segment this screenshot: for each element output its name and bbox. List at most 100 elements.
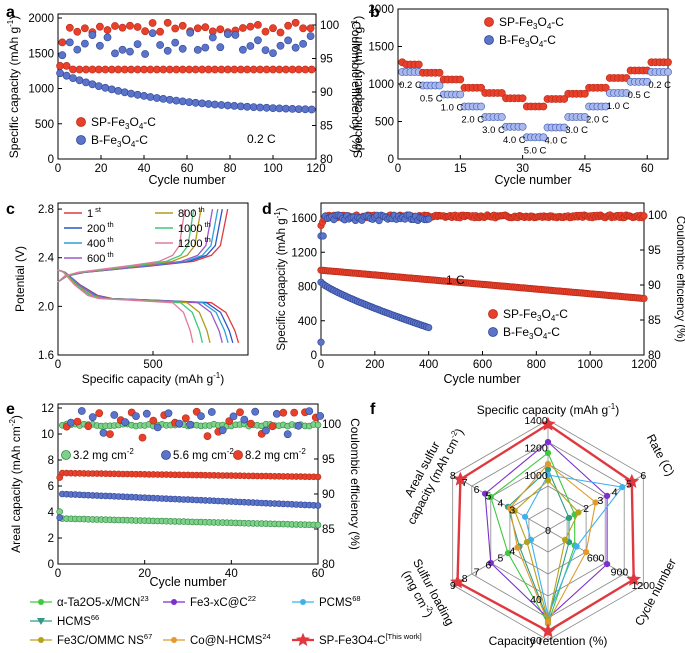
panel-d-points [317, 211, 648, 346]
sp-ce-point [126, 21, 134, 30]
rate-label: 4.0 C [544, 136, 567, 147]
ce-point [290, 408, 299, 417]
sp-capacity-point [165, 65, 174, 74]
y2-tick-label: 95 [322, 454, 335, 466]
x-tick-label: 30 [516, 163, 529, 175]
b-rate-point [435, 81, 444, 90]
panel-b-y-label: Specific capacity (mAh g-1) [350, 16, 365, 159]
sp-rate-point [477, 83, 485, 92]
b-capacity-point [178, 97, 187, 106]
panel-f-series [450, 416, 642, 638]
y-tick-label: 2000 [28, 13, 54, 25]
y-tick-label: 12 [41, 403, 54, 415]
legend-sp-label: SP-Fe3O4-C [91, 115, 156, 131]
rate-label: 1.0 C [441, 103, 464, 114]
panel-b-points [398, 58, 672, 142]
sp-capacity-point [243, 65, 252, 74]
panel-d-y-ticks: 0 400 800 1200 1600 [291, 213, 325, 362]
x-tick-label: 45 [579, 163, 592, 175]
radar-point [523, 538, 531, 546]
panel-c-y-label: Potential (V) [13, 246, 27, 312]
ce-point [88, 413, 97, 422]
panel-f-axis-specific-capacity: Specific capacity (mAh g-1) [477, 402, 620, 417]
rate-label: 2.0 C [461, 115, 484, 126]
ce-point [268, 422, 277, 431]
y2-tick-label: 80 [322, 559, 335, 571]
radar-point [482, 490, 489, 497]
b-capacity-point [281, 104, 290, 113]
ce-point [153, 423, 162, 432]
x-tick-label: 1000 [577, 359, 603, 371]
rate-label: 3.0 C [565, 125, 588, 136]
ce-point [106, 430, 114, 438]
y-tick-label: 8 [48, 455, 54, 467]
b-rate-point [601, 102, 610, 111]
b-first-point [317, 338, 325, 346]
b-capacity-point [94, 82, 103, 90]
y-tick-label: 2 [48, 533, 54, 545]
panel-e-y-label: Areal capacity (mAh cm-2) [8, 415, 23, 553]
ce-point [316, 412, 325, 420]
panel-d-letter: d [262, 201, 272, 218]
x-tick-label: 40 [138, 163, 151, 175]
sp-capacity-point [256, 65, 264, 74]
rate-label: 2.0 C [586, 115, 609, 126]
b-capacity-point [152, 94, 161, 102]
sp-rate-point [497, 89, 506, 97]
x-tick-label: 1200 [631, 359, 657, 371]
legend-cycle-suffix: th [204, 220, 210, 229]
b-ce-point [261, 46, 270, 54]
ce-point [95, 409, 104, 418]
ce-point [110, 411, 119, 419]
panel-f-letter: f [370, 401, 376, 418]
b-capacity-point [275, 104, 284, 113]
b-ce-point [306, 32, 315, 40]
y-tick-label: 1500 [28, 48, 54, 60]
b-ce-point [58, 51, 67, 60]
sp-ce-point [163, 18, 172, 27]
panel-a-y2-label: Coulombic efficiency (%) [349, 21, 363, 153]
b-capacity-point [140, 92, 148, 100]
radar-point [561, 536, 569, 544]
b-ce-point [425, 215, 433, 223]
legend-marker [171, 637, 177, 643]
sp-capacity-point [101, 65, 110, 74]
b-ce-point [148, 29, 157, 37]
b-capacity-point [256, 103, 264, 112]
ce-point [186, 420, 195, 429]
areal-capacity-point [314, 502, 322, 509]
b-capacity-point [127, 89, 136, 98]
sp-ce-point [201, 23, 210, 32]
b-ce-point [253, 36, 262, 45]
sp-ce-point [58, 38, 67, 47]
panel-c-y-ticks: 1.6 2.0 2.4 2.8 [38, 204, 62, 362]
ce-point [67, 418, 75, 427]
y2-tick-label: 90 [322, 489, 335, 501]
sp-ce-point [171, 24, 180, 33]
b-ce-point [201, 43, 210, 52]
ce-point [203, 432, 212, 440]
radar-point [603, 492, 611, 500]
sp-capacity-point [69, 65, 77, 74]
y2-tick-label: 80 [648, 350, 661, 362]
rate-label: 1.0 C [607, 101, 630, 112]
b-ce-point [103, 33, 112, 42]
panel-b-legend: SP-Fe3O4-C B-Fe3O4-C [484, 15, 564, 49]
legend-series-ref: 23 [140, 594, 148, 603]
charge-curve [57, 209, 186, 283]
radar-tick-label: 7 [474, 566, 480, 578]
legend-cycle-suffix: th [107, 220, 113, 229]
sp-ce-point [81, 24, 89, 33]
y-tick-label: 400 [298, 316, 317, 328]
radar-point [544, 477, 552, 484]
b-ce-point [216, 43, 225, 52]
panel-e-x-ticks: 0 20 40 60 [55, 560, 324, 580]
sp-rate-point [414, 60, 423, 69]
b-ce-point [81, 39, 89, 48]
panel-d-annotation: 1 C [446, 273, 465, 287]
radar-tick-label: 3 [597, 495, 603, 507]
panel-a-letter: a [6, 4, 15, 21]
legend-marker [300, 599, 306, 605]
radar-tick-label: 1000 [524, 470, 548, 482]
